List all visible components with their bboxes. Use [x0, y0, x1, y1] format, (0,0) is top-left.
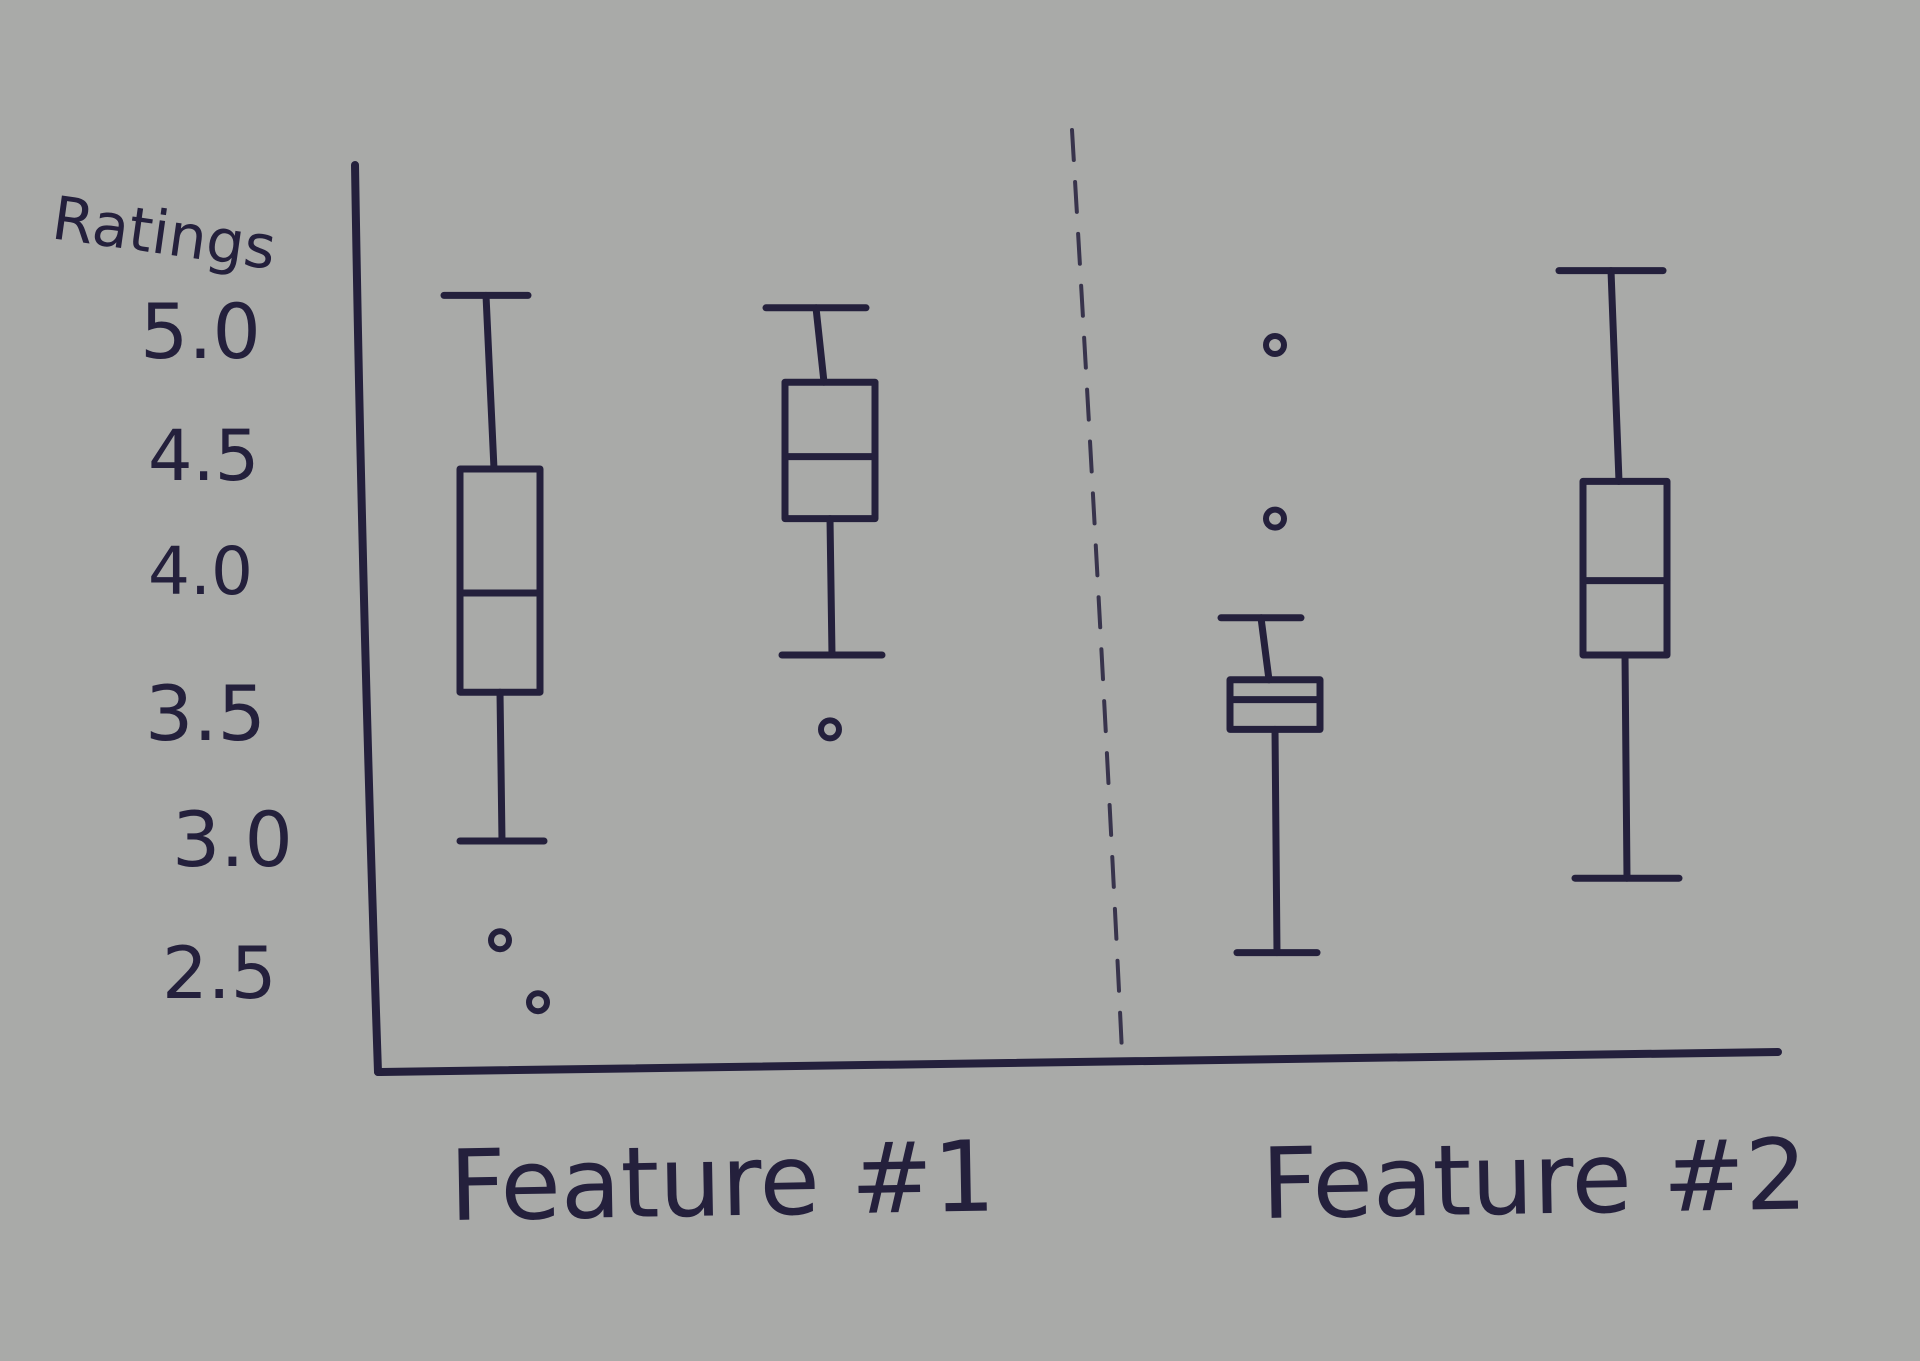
- box-series: [440, 267, 1683, 1015]
- whisker-lower: [826, 515, 836, 659]
- whisker-upper: [1257, 614, 1273, 684]
- whisker-upper: [812, 304, 828, 386]
- whisker-upper: [482, 291, 498, 473]
- outlier-point: [1263, 506, 1287, 531]
- group-label-feature-1: Feature #1: [448, 1120, 996, 1244]
- box-iqr: [1579, 477, 1671, 659]
- group-label-feature-2: Feature #2: [1260, 1118, 1808, 1242]
- y-tick-label: 3.5: [145, 669, 266, 758]
- y-tick-label: 3.0: [172, 795, 293, 884]
- outlier-point: [488, 928, 512, 953]
- y-tick-label: 4.0: [148, 533, 253, 610]
- box-iqr: [781, 378, 879, 523]
- outlier-point: [818, 717, 842, 742]
- x-axis: [374, 1048, 1782, 1076]
- y-tick-label: 5.0: [140, 287, 261, 376]
- box-iqr: [1226, 676, 1324, 733]
- outlier-point: [1263, 333, 1287, 357]
- y-axis-label: Ratings: [48, 184, 280, 285]
- whisker-lower: [1621, 651, 1631, 882]
- whisker-lower: [496, 688, 506, 845]
- outlier-point: [526, 990, 550, 1015]
- y-tick-labels: 5.0 4.5 4.0 3.5 3.0 2.5: [140, 287, 293, 1015]
- y-axis: [351, 161, 382, 1076]
- box-iqr: [456, 465, 544, 696]
- whisker-lower: [1271, 725, 1281, 957]
- group-divider: [1070, 128, 1124, 1054]
- y-tick-label: 4.5: [148, 415, 259, 497]
- whisker-upper: [1607, 267, 1623, 485]
- y-tick-label: 2.5: [162, 931, 277, 1015]
